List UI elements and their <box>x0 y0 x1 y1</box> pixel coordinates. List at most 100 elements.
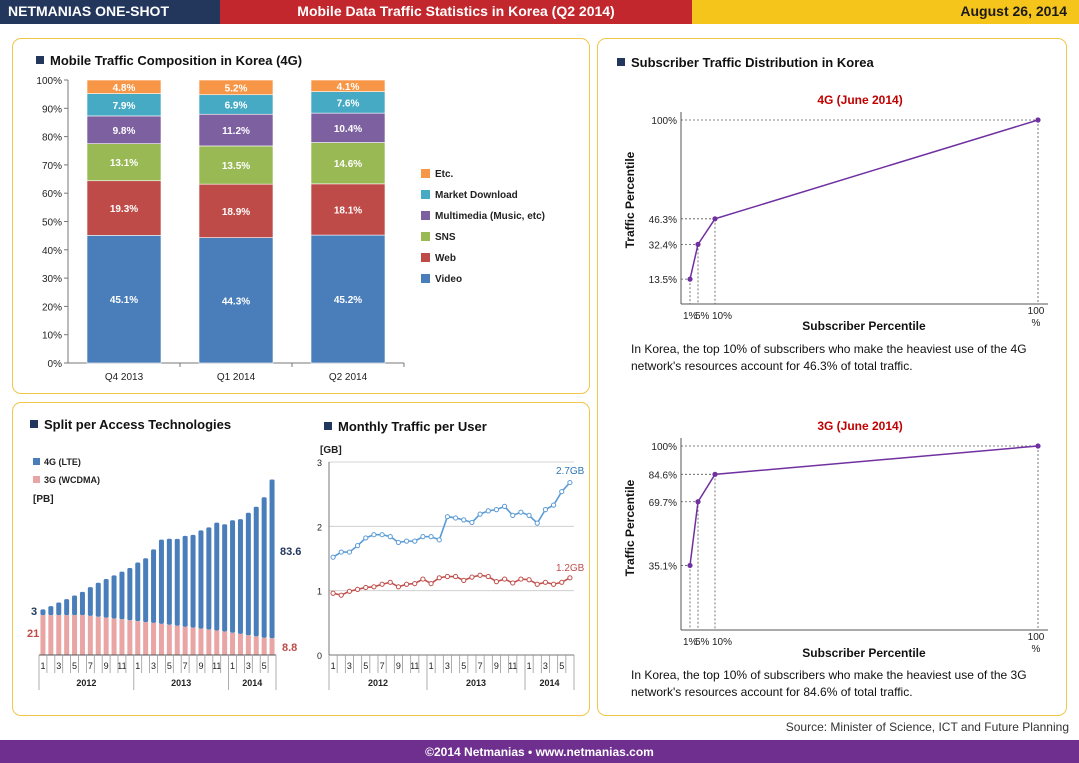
data-point <box>428 534 434 540</box>
bullet-square-icon <box>36 56 44 64</box>
bar-3g <box>158 623 164 655</box>
x-tick-label: 1% <box>683 311 698 322</box>
bar-lte <box>190 534 196 628</box>
bar-lte <box>72 595 78 616</box>
bar-lte <box>135 562 141 622</box>
bar-3g <box>111 618 117 655</box>
x-tick-label: 11 <box>212 661 221 671</box>
split-title: Split per Access Technologies <box>30 417 231 432</box>
bar-3g <box>206 629 212 655</box>
legend-swatch <box>421 211 430 220</box>
data-point <box>550 581 557 587</box>
lte-note: In Korea, the top 10% of subscribers who… <box>631 342 1027 373</box>
x-tick-label: 5 <box>262 661 267 671</box>
data-point <box>387 534 393 540</box>
legend-label: Market Download <box>435 190 518 201</box>
bar-3g <box>95 616 101 655</box>
y-tick-label: 32.4% <box>649 240 677 251</box>
bar-lte <box>253 506 259 637</box>
x-tick-label: 1 <box>331 661 336 671</box>
data-point <box>354 543 361 549</box>
distribution-line <box>689 119 1039 280</box>
x-tick-label: 11 <box>410 661 419 671</box>
x-tick-label: 3 <box>347 661 352 671</box>
data-point <box>371 584 377 590</box>
bar-segment <box>310 234 386 364</box>
x-tick-label: Q4 2013 <box>105 372 144 383</box>
distribution-title: Subscriber Traffic Distribution in Korea <box>617 55 874 70</box>
bar-3g <box>79 615 85 655</box>
data-point <box>493 579 500 585</box>
data-point <box>542 579 549 585</box>
x-tick-label: 10% <box>712 311 732 322</box>
x-tick-label: % <box>1032 644 1041 655</box>
y-tick-label: 3 <box>317 458 322 468</box>
data-point <box>452 515 459 521</box>
x-tick-label: 5 <box>559 661 564 671</box>
bar-3g <box>40 615 46 655</box>
y-tick-label: 13.5% <box>649 275 677 286</box>
data-point <box>346 588 353 594</box>
bar-lte <box>230 520 236 633</box>
bar-lte <box>166 538 172 625</box>
bar-3g <box>48 615 54 655</box>
bar-segment <box>86 235 162 364</box>
bar-lte <box>64 599 70 616</box>
monthly-title: Monthly Traffic per User <box>324 419 487 434</box>
x-tick-label: 3 <box>445 661 450 671</box>
legend-swatch <box>421 169 430 178</box>
distribution-line <box>689 445 1039 566</box>
bar-3g <box>87 615 93 655</box>
x-tick-label: 5 <box>363 661 368 671</box>
split-panel <box>12 402 590 716</box>
data-point <box>510 580 516 586</box>
data-point <box>695 241 701 247</box>
data-point <box>371 532 377 538</box>
bar-lte <box>245 512 251 636</box>
x-tick-label: 1% <box>683 637 698 648</box>
data-point <box>542 507 549 513</box>
y-axis-unit: [GB] <box>320 445 342 456</box>
x-tick-label: Q2 2014 <box>329 372 368 383</box>
data-point <box>534 520 540 526</box>
x-axis-title: Subscriber Percentile <box>802 319 926 333</box>
data-point <box>338 592 344 598</box>
data-point <box>403 581 410 587</box>
page-title: Mobile Data Traffic Statistics in Korea … <box>220 0 692 24</box>
data-point <box>346 549 353 555</box>
bar-3g <box>143 622 149 655</box>
end-value-label: 1.2GB <box>556 563 585 574</box>
x-tick-label: 3 <box>151 661 156 671</box>
x-tick-label: 7 <box>478 661 483 671</box>
bar-lte <box>198 530 204 629</box>
x-tick-label: 11 <box>508 661 517 671</box>
bar-lte <box>261 497 267 638</box>
bar-lte <box>95 582 101 617</box>
y-axis-title: Traffic Percentile <box>623 151 637 248</box>
data-point <box>1035 443 1041 449</box>
data-label: 11.2% <box>222 126 250 137</box>
y-tick-label: 2 <box>317 522 322 532</box>
data-point <box>330 554 336 560</box>
data-label: 10.4% <box>334 124 362 135</box>
bar-lte <box>40 609 46 616</box>
data-point <box>485 508 491 514</box>
x-tick-label: 3 <box>246 661 251 671</box>
legend-label: Multimedia (Music, etc) <box>435 211 545 222</box>
value-label: 21 <box>27 628 39 640</box>
brand-title: NETMANIAS ONE-SHOT <box>0 0 220 24</box>
chart-title: 3G (June 2014) <box>817 419 902 433</box>
data-point <box>395 584 402 590</box>
y-tick-label: 100% <box>36 76 62 87</box>
bar-3g <box>237 633 243 655</box>
data-point <box>501 576 508 582</box>
x-tick-label: 1 <box>40 661 45 671</box>
legend-swatch <box>33 476 40 483</box>
data-point <box>403 538 410 544</box>
data-point <box>363 584 369 591</box>
data-point <box>338 549 344 555</box>
data-point <box>534 581 540 587</box>
y-tick-label: 100% <box>651 442 677 453</box>
